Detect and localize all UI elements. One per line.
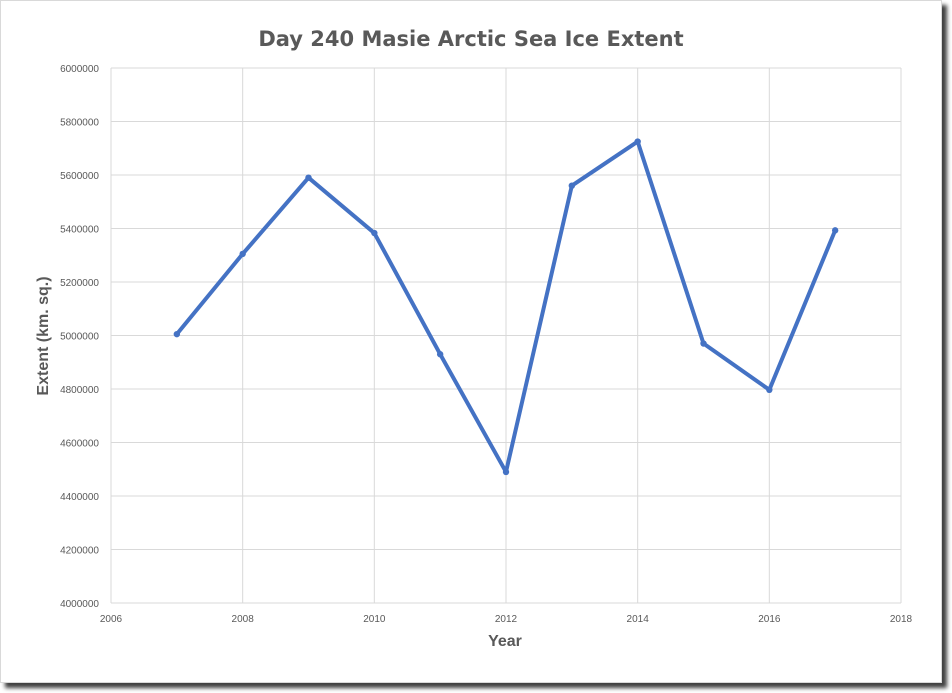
plot-series: [173, 138, 839, 476]
x-tick-label: 2008: [232, 614, 255, 625]
y-tick-label: 6000000: [60, 64, 99, 75]
x-tick-labels: 2006 2008 2010 2012 2014 2016 2018: [100, 614, 913, 625]
y-tick-label: 4600000: [60, 439, 99, 450]
data-point: [371, 229, 378, 237]
data-point: [173, 330, 181, 338]
data-point: [568, 182, 576, 189]
x-tick-label: 2006: [100, 614, 123, 625]
x-tick-label: 2016: [758, 614, 781, 625]
data-point: [634, 138, 641, 145]
data-point: [700, 340, 707, 347]
data-point: [239, 250, 246, 258]
y-tick-labels: 4000000 4200000 4400000 4600000 4800000 50000…: [60, 64, 99, 610]
y-tick-label: 4000000: [60, 599, 99, 610]
y-tick-label: 4200000: [60, 546, 99, 557]
y-tick-label: 5600000: [60, 171, 99, 182]
y-tick-label: 5200000: [60, 278, 99, 289]
x-tick-label: 2014: [627, 614, 650, 625]
y-tick-label: 5400000: [60, 225, 99, 236]
y-tick-label: 4800000: [60, 385, 99, 396]
y-tick-label: 4400000: [60, 492, 99, 503]
data-point: [436, 351, 444, 358]
x-tick-label: 2010: [363, 614, 386, 625]
y-tick-label: 5800000: [60, 118, 99, 129]
data-point: [502, 468, 510, 476]
y-axis-title: Extent (km. sq.): [35, 276, 52, 395]
gridlines: [110, 67, 902, 604]
x-tick-label: 2018: [890, 614, 913, 625]
data-point: [305, 174, 312, 181]
chart: Day 240 Masie Arctic Sea Ice Extent 4000…: [35, 27, 913, 650]
y-tick-label: 5000000: [60, 332, 99, 343]
data-point: [766, 386, 773, 394]
x-tick-label: 2012: [495, 614, 518, 625]
x-axis-title: Year: [488, 633, 522, 650]
chart-frame: [0, 0, 942, 683]
data-point: [831, 227, 839, 234]
chart-title: Day 240 Masie Arctic Sea Ice Extent: [258, 27, 683, 51]
